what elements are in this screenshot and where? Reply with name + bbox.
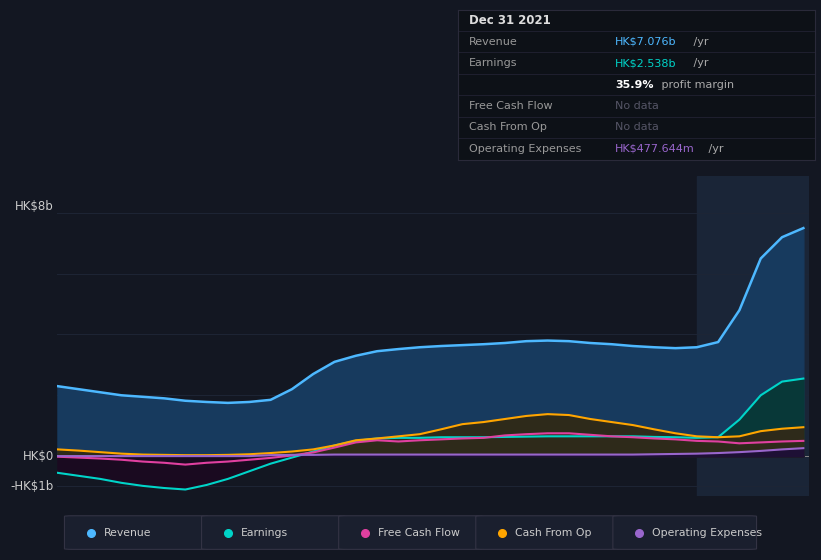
Text: HK$477.644m: HK$477.644m xyxy=(615,144,695,154)
Text: Cash From Op: Cash From Op xyxy=(516,528,592,538)
Text: Operating Expenses: Operating Expenses xyxy=(469,144,581,154)
Text: Cash From Op: Cash From Op xyxy=(469,123,547,133)
Text: /yr: /yr xyxy=(690,58,708,68)
Text: Earnings: Earnings xyxy=(241,528,288,538)
Text: No data: No data xyxy=(615,123,659,133)
FancyBboxPatch shape xyxy=(64,516,208,549)
Bar xyxy=(697,176,809,496)
Text: 35.9%: 35.9% xyxy=(615,80,654,90)
Text: Operating Expenses: Operating Expenses xyxy=(653,528,762,538)
Text: /yr: /yr xyxy=(705,144,724,154)
Text: No data: No data xyxy=(615,101,659,111)
Text: Free Cash Flow: Free Cash Flow xyxy=(378,528,460,538)
Text: HK$2.538b: HK$2.538b xyxy=(615,58,677,68)
Text: profit margin: profit margin xyxy=(658,80,734,90)
Text: HK$8b: HK$8b xyxy=(15,200,53,213)
Text: Free Cash Flow: Free Cash Flow xyxy=(469,101,553,111)
Text: -HK$1b: -HK$1b xyxy=(11,480,53,493)
Text: Earnings: Earnings xyxy=(469,58,517,68)
Text: /yr: /yr xyxy=(690,36,708,46)
Text: Revenue: Revenue xyxy=(103,528,151,538)
Text: Revenue: Revenue xyxy=(469,36,517,46)
FancyBboxPatch shape xyxy=(612,516,757,549)
FancyBboxPatch shape xyxy=(201,516,345,549)
Text: HK$0: HK$0 xyxy=(22,450,53,463)
FancyBboxPatch shape xyxy=(338,516,482,549)
Text: Dec 31 2021: Dec 31 2021 xyxy=(469,14,551,27)
Text: HK$7.076b: HK$7.076b xyxy=(615,36,677,46)
FancyBboxPatch shape xyxy=(476,516,620,549)
